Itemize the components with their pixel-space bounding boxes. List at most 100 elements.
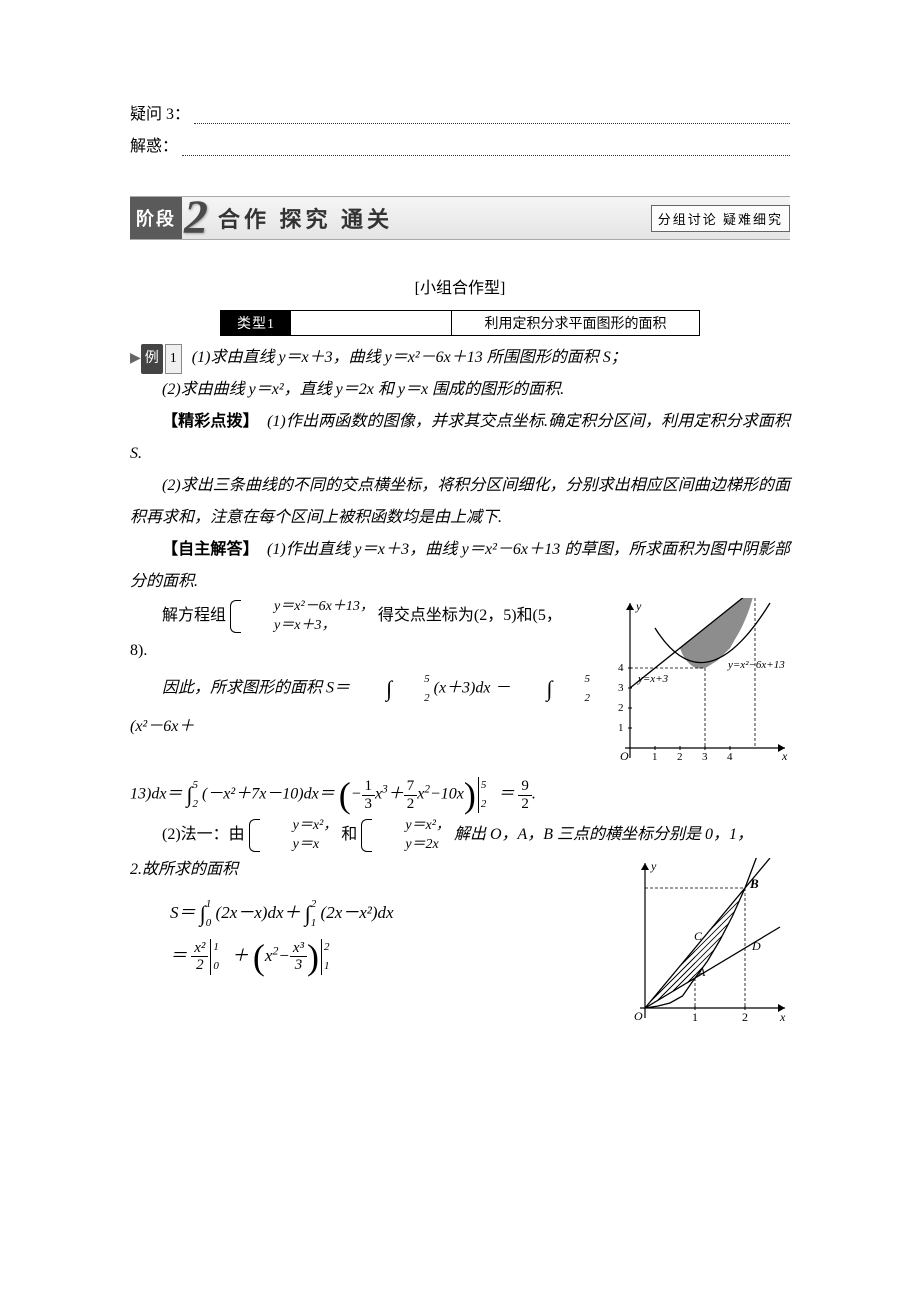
sys2-line-b: y＝x (261, 836, 338, 854)
equation-system-2: y＝x²， y＝x (249, 817, 338, 853)
section-subtitle-right: 分组讨论 疑难细究 (651, 205, 790, 232)
p3c: (x²－6x＋ (130, 718, 194, 735)
example-label: 例 (141, 344, 163, 374)
example-block: ▶例1 (1)求由直线 y＝x＋3，曲线 y＝x²－6x＋13 所围图形的面积 … (130, 342, 790, 406)
svg-text:1: 1 (652, 751, 658, 763)
answer-line: 解惑： (130, 132, 790, 156)
eval-limits-3: 21 (324, 946, 330, 968)
svg-text:x: x (781, 749, 788, 763)
p5a: (2)法一：由 (162, 826, 245, 843)
eval-bar-icon (478, 777, 479, 813)
int-limits-c: 52 (192, 784, 198, 806)
svg-text:2: 2 (677, 751, 683, 763)
stage-label: 阶段 (130, 197, 182, 239)
frac-x3-3: x³3 (290, 940, 307, 974)
svg-text:2: 2 (742, 1010, 748, 1024)
paren-right-icon: ) (464, 775, 476, 815)
paren-right-icon: ) (307, 937, 319, 977)
frac-x2-2: x²2 (191, 940, 208, 974)
type-title: 利用定积分求平面图形的面积 (452, 311, 699, 335)
frac-nine-half: 92 (518, 778, 532, 812)
eq1c: (2x－x²)dx (321, 903, 394, 922)
eval-bar-icon (210, 939, 211, 975)
section-header: 阶段 2 合作 探究 通关 分组讨论 疑难细究 (130, 196, 790, 240)
svg-text:3: 3 (702, 751, 708, 763)
zizhu-p5: (2)法一：由 y＝x²， y＝x 和 y＝x²， y＝2x 解出 O，A，B … (130, 817, 790, 853)
zizhu-p4: 13)dx＝ ∫52 (－x²＋7x－10)dx＝ (−13x3＋72x2−10… (130, 773, 790, 817)
sys1-line-b: y＝x＋3， (242, 617, 374, 635)
dotted-underline (182, 141, 790, 156)
eq2a: ＝ (170, 946, 187, 965)
sys3-line-a: y＝x²， (373, 817, 450, 835)
eq2b: ＋ (232, 946, 249, 965)
svg-text:A: A (697, 965, 706, 979)
p4b: (－x²＋7x－10)dx＝ (202, 786, 335, 803)
eqS: S＝ (170, 903, 196, 922)
svg-text:4: 4 (618, 662, 624, 674)
svg-text:B: B (749, 876, 759, 891)
svg-text:C: C (694, 929, 703, 943)
jingcai-label: 【精彩点拨】 (162, 413, 259, 430)
type-label: 类型1 (221, 311, 291, 335)
frac-seven-half: 72 (404, 778, 418, 812)
int-limits-e: 21 (311, 903, 317, 925)
svg-text:y=x+3: y=x+3 (637, 673, 669, 685)
page: 疑问 3： 解惑： 阶段 2 合作 探究 通关 分组讨论 疑难细究 [小组合作型… (0, 0, 920, 1113)
question-3-label: 疑问 3： (130, 100, 194, 124)
int-limits-b: 52 (553, 678, 591, 700)
svg-text:y=x²−6x+13: y=x²−6x+13 (727, 659, 785, 671)
paren-left-icon: ( (253, 937, 265, 977)
svg-text:y: y (635, 599, 642, 613)
eval-limits-1: 52 (481, 784, 487, 806)
type-row: 类型1 利用定积分求平面图形的面积 (220, 310, 700, 336)
sys2-line-a: y＝x²， (261, 817, 338, 835)
int-limits-a: 52 (392, 678, 430, 700)
svg-text:2: 2 (618, 702, 624, 714)
sys1-line-a: y＝x²－6x＋13， (242, 598, 374, 616)
equation-system-1: y＝x²－6x＋13， y＝x＋3， (230, 598, 374, 634)
equation-system-3: y＝x²， y＝2x (361, 817, 450, 853)
svg-text:1: 1 (618, 722, 624, 734)
zizhu-p2-tail: 得交点坐标为(2，5)和(5， (378, 607, 562, 624)
jingcai-block: 【精彩点拨】 (1)作出两函数的图像，并求其交点坐标.确定积分区间，利用定积分求… (130, 406, 790, 470)
subtitle: [小组合作型] (130, 274, 790, 298)
example-text-1: (1)求由直线 y＝x＋3，曲线 y＝x²－6x＋13 所围图形的面积 S； (192, 349, 627, 366)
section-title: 合作 探究 通关 (218, 202, 393, 234)
arrow-icon: ▶ (130, 351, 141, 366)
int-limits-d: 10 (206, 903, 212, 925)
integral-icon: ∫ (515, 667, 553, 711)
eval-limits-2: 10 (213, 946, 219, 968)
svg-text:1: 1 (692, 1010, 698, 1024)
p3a: 因此，所求图形的面积 S＝ (162, 679, 350, 696)
integral-icon: ∫ (354, 667, 392, 711)
svg-text:O: O (634, 1009, 643, 1023)
svg-text:3: 3 (618, 682, 624, 694)
p5-tail: 解出 O，A，B 三点的横坐标分别是 0，1， (454, 826, 753, 843)
figure-1: O x y 1 2 3 4 1 2 3 4 (600, 598, 790, 773)
eq1b: (2x－x)dx＋ (216, 903, 301, 922)
jingcai-p2: (2)求出三条曲线的不同的交点横坐标，将积分区间细化，分别求出相应区间曲边梯形的… (130, 470, 790, 534)
zizhu-intro: 【自主解答】 (1)作出直线 y＝x＋3，曲线 y＝x²－6x＋13 的草图，所… (130, 534, 790, 598)
question-3-line: 疑问 3： (130, 100, 790, 124)
example-number: 1 (165, 344, 182, 374)
zizhu-p2-head: 解方程组 (162, 607, 226, 624)
figure-2: O x y 1 2 (620, 858, 790, 1033)
svg-text:4: 4 (727, 751, 733, 763)
svg-text:D: D (751, 939, 761, 953)
dotted-underline (194, 109, 790, 124)
stage-number: 2 (184, 197, 208, 239)
svg-text:x: x (779, 1010, 786, 1024)
zizhu-label: 【自主解答】 (162, 541, 259, 558)
sys3-line-b: y＝2x (373, 836, 450, 854)
p4a: 13)dx＝ (130, 786, 182, 803)
paren-left-icon: ( (339, 775, 351, 815)
example-tag: ▶例1 (130, 342, 188, 374)
p4-eq: ＝ (498, 786, 514, 803)
frac-one-third: 13 (362, 778, 376, 812)
answer-label: 解惑： (130, 132, 182, 156)
fig1-origin: O (620, 749, 629, 763)
p5-mid: 和 (341, 826, 357, 843)
example-text-2: (2)求由曲线 y＝x²，直线 y＝2x 和 y＝x 围成的图形的面积. (130, 374, 790, 406)
eval-bar-icon (321, 939, 322, 975)
type-spacer (291, 311, 452, 335)
